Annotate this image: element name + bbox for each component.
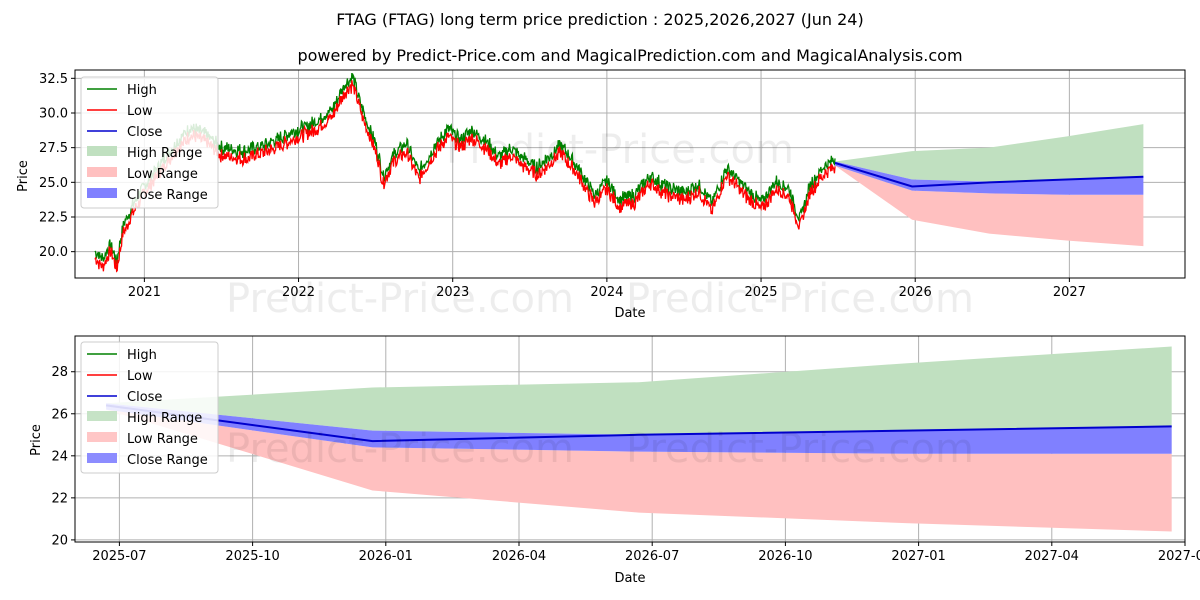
x-tick-label: 2026 xyxy=(899,285,932,300)
legend-high-label: High xyxy=(127,348,157,363)
x-tick-label: 2027 xyxy=(1053,285,1086,300)
legend-close-label: Close xyxy=(127,390,162,405)
close-forecast-line xyxy=(105,404,1172,443)
close-forecast-line xyxy=(834,161,1144,188)
low-range-band xyxy=(106,409,1172,532)
zoom-y-ticks: 20 22 24 26 28 xyxy=(51,365,75,548)
watermark: Predict-Price.com xyxy=(626,426,974,472)
x-tick-label: 2021 xyxy=(128,285,161,300)
legend-high-range-label: High Range xyxy=(127,411,202,426)
watermark: Predict-Price.com xyxy=(226,276,574,322)
legend-low-range-swatch xyxy=(87,432,117,442)
x-tick-label: 2022 xyxy=(282,285,315,300)
zoom-frame xyxy=(74,335,1186,543)
y-tick-label: 25.0 xyxy=(39,176,68,191)
x-tick-label: 2023 xyxy=(436,285,469,300)
y-tick-label: 22 xyxy=(51,491,68,506)
x-tick-label: 2026-10 xyxy=(758,549,812,564)
y-tick-label: 22.5 xyxy=(39,210,68,225)
legend-close-label: Close xyxy=(127,125,162,140)
x-tick-label: 2025 xyxy=(744,285,777,300)
zoom-chart: Predict-Price.com Predict-Price.com 2025… xyxy=(29,335,1200,586)
y-tick-label: 20.0 xyxy=(39,245,68,260)
legend-high-range-swatch xyxy=(87,411,117,421)
x-tick-label: 2026-07 xyxy=(625,549,679,564)
legend-high-label: High xyxy=(127,83,157,98)
long-term-legend: High Low Close High Range Low Range Clos… xyxy=(80,76,219,209)
legend-low-range-label: Low Range xyxy=(127,432,198,447)
chart-title: FTAG (FTAG) long term price prediction :… xyxy=(336,10,863,29)
y-tick-label: 24 xyxy=(51,449,68,464)
zoom-series xyxy=(105,346,1172,532)
low-range-band xyxy=(835,165,1144,247)
legend-low-label: Low xyxy=(127,104,153,119)
legend-high-range-swatch xyxy=(87,146,117,156)
x-tick-label: 2024 xyxy=(590,285,623,300)
zoom-y-axis-label: Price xyxy=(29,424,44,456)
x-tick-label: 2025-07 xyxy=(92,549,146,564)
watermark: Predict-Price.com xyxy=(626,276,974,322)
legend-close-range-swatch xyxy=(87,453,117,463)
long-term-y-ticks: 20.0 22.5 25.0 27.5 30.0 32.5 xyxy=(39,72,75,260)
watermark: Predict-Price.com xyxy=(446,127,794,173)
high-range-band xyxy=(835,124,1144,182)
x-tick-label: 2027-01 xyxy=(891,549,945,564)
y-tick-label: 27.5 xyxy=(39,141,68,156)
x-tick-label: 2027-07 xyxy=(1158,549,1200,564)
long-term-x-axis-label: Date xyxy=(614,306,645,321)
legend-high-range-label: High Range xyxy=(127,146,202,161)
legend-close-range-label: Close Range xyxy=(127,188,208,203)
x-tick-label: 2027-04 xyxy=(1025,549,1079,564)
x-tick-label: 2025-10 xyxy=(225,549,279,564)
high-range-band xyxy=(106,346,1172,435)
x-tick-label: 2026-01 xyxy=(359,549,413,564)
long-term-frame xyxy=(74,69,1186,279)
long-term-y-axis-label: Price xyxy=(16,160,31,192)
zoom-watermarks: Predict-Price.com Predict-Price.com xyxy=(226,426,974,472)
zoom-legend: High Low Close High Range Low Range Clos… xyxy=(80,341,219,474)
legend-low-label: Low xyxy=(127,369,153,384)
y-tick-label: 32.5 xyxy=(39,72,68,87)
watermark: Predict-Price.com xyxy=(226,426,574,472)
zoom-x-axis-label: Date xyxy=(614,571,645,586)
y-tick-label: 20 xyxy=(51,533,68,548)
legend-low-range-label: Low Range xyxy=(127,167,198,182)
legend-close-range-label: Close Range xyxy=(127,453,208,468)
long-term-chart: Predict-Price.com Predict-Price.com Pred… xyxy=(16,69,1186,322)
y-tick-label: 26 xyxy=(51,407,68,422)
y-tick-label: 30.0 xyxy=(39,106,68,121)
zoom-x-ticks: 2025-07 2025-10 2026-01 2026-04 2026-07 2026-… xyxy=(92,542,1200,564)
x-tick-label: 2026-04 xyxy=(492,549,546,564)
chart-subtitle: powered by Predict-Price.com and Magical… xyxy=(297,46,962,65)
y-tick-label: 28 xyxy=(51,365,68,380)
long-term-x-ticks: 2021 2022 2023 2024 2025 2026 2027 xyxy=(128,278,1086,300)
legend-low-range-swatch xyxy=(87,167,117,177)
legend-close-range-swatch xyxy=(87,188,117,198)
